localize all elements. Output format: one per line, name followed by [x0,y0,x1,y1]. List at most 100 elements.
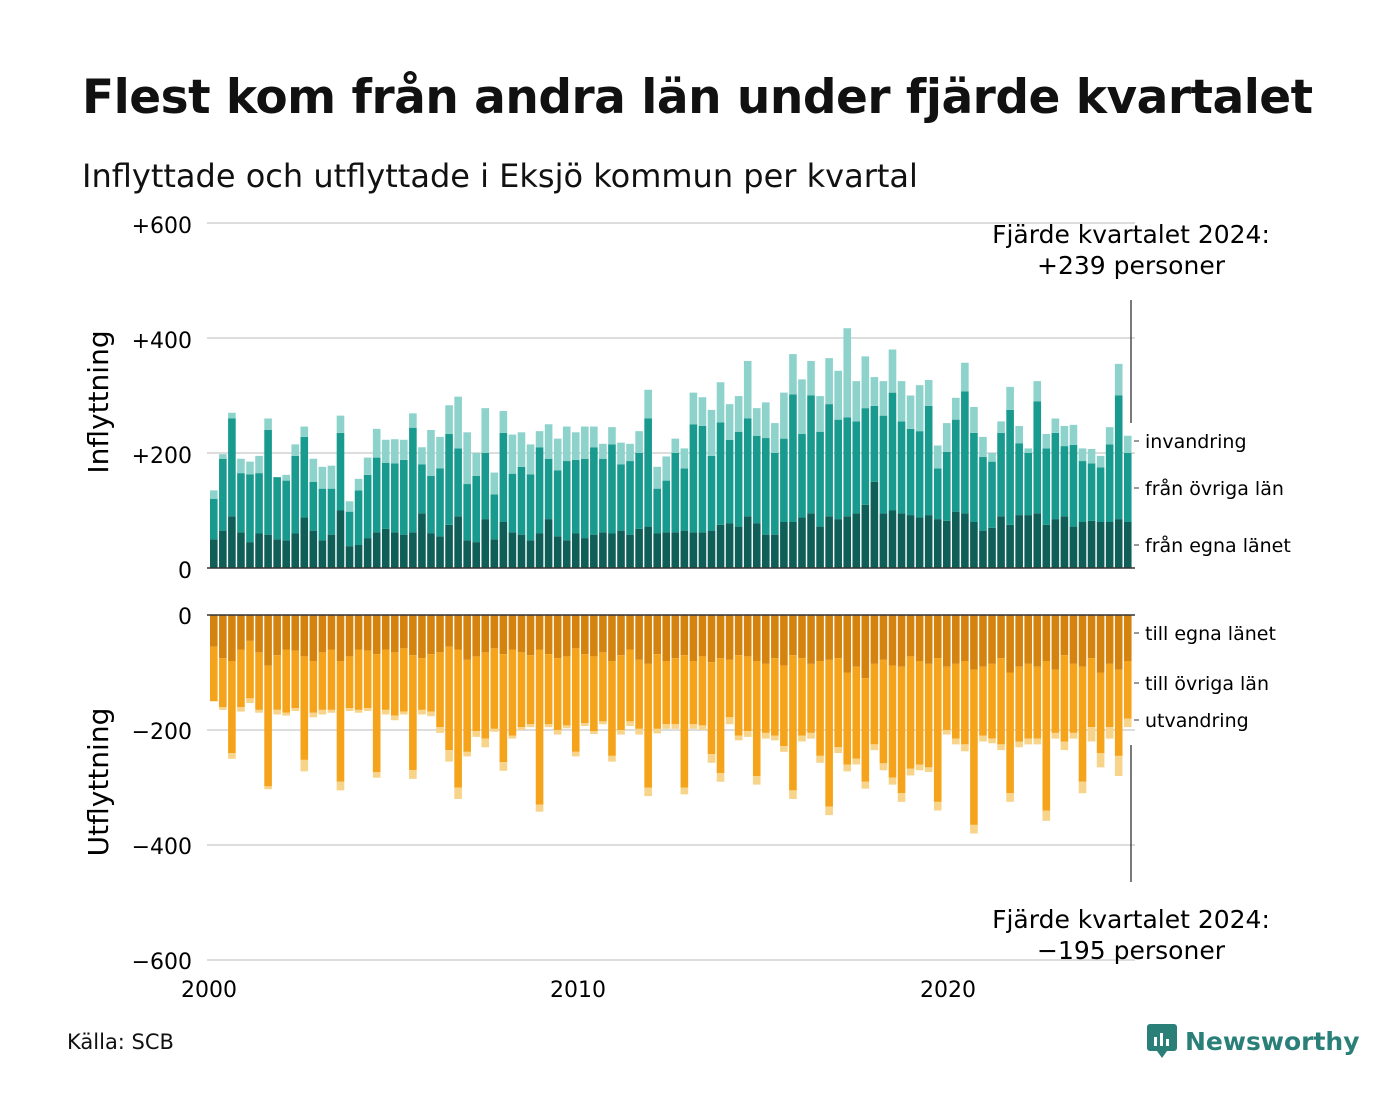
bar-in-invandring [219,454,227,459]
bar-in-ovriga-lan [571,459,580,534]
bar-out-ovriga-lan [508,649,517,736]
bar-out-egna-lanet [210,615,218,647]
bar-out-utvandring [454,787,462,799]
bar-in-ovriga-lan [635,453,643,529]
bar-in-egna-lanet [807,513,815,568]
bar-in-invandring [961,362,969,392]
bar-out-utvandring [734,735,743,741]
bar-out-ovriga-lan [210,646,218,702]
bar-out-utvandring [1087,727,1096,742]
bar-out-utvandring [834,747,842,753]
bar-out-egna-lanet [617,615,625,656]
bar-in-egna-lanet [1051,519,1060,568]
bar-out-utvandring [273,709,281,715]
bar-in-egna-lanet [961,513,969,568]
bar-in-egna-lanet [852,513,861,568]
bar-out-utvandring [372,771,381,778]
bar-in-egna-lanet [255,533,263,568]
bar-in-ovriga-lan [237,473,245,533]
bar-in-invandring [599,443,607,459]
bar-out-utvandring [237,707,245,712]
bar-in-invandring [418,447,426,465]
bar-out-egna-lanet [626,615,634,650]
bar-in-egna-lanet [707,530,716,569]
bar-out-ovriga-lan [517,652,526,728]
bar-out-utvandring [979,735,987,742]
bar-in-invandring [436,436,444,469]
bar-in-invandring [897,381,906,422]
bar-out-ovriga-lan [237,649,245,707]
bar-in-ovriga-lan [771,453,779,535]
bar-in-ovriga-lan [671,453,680,533]
bar-out-ovriga-lan [608,661,616,756]
bar-out-utvandring [644,787,652,797]
bar-in-ovriga-lan [544,458,553,520]
bar-in-ovriga-lan [617,464,625,531]
bar-out-ovriga-lan [291,650,300,709]
bar-out-ovriga-lan [644,663,652,788]
bar-in-egna-lanet [680,530,689,569]
bar-out-ovriga-lan [1114,669,1123,756]
bar-in-ovriga-lan [255,473,263,534]
bar-in-egna-lanet [508,532,517,568]
bar-out-egna-lanet [354,615,363,650]
bar-out-ovriga-lan [879,659,888,764]
bar-out-utvandring [843,764,852,772]
bar-in-egna-lanet [870,481,879,568]
bar-out-ovriga-lan [816,661,824,756]
bar-out-utvandring [1060,741,1069,751]
bar-in-invandring [1078,448,1087,462]
bar-in-invandring [707,409,716,456]
bar-in-egna-lanet [888,510,897,568]
bar-in-invandring [246,461,254,475]
bar-out-egna-lanet [807,615,815,664]
bar-out-ovriga-lan [390,652,399,716]
newsworthy-logo-icon [1147,1024,1177,1058]
bar-out-utvandring [698,725,707,730]
bar-in-ovriga-lan [1033,401,1042,514]
bar-out-ovriga-lan [1060,655,1069,742]
bar-out-ovriga-lan [553,658,562,731]
bar-out-utvandring [472,731,481,737]
bar-in-egna-lanet [526,540,535,568]
bar-in-ovriga-lan [590,447,598,535]
bar-out-egna-lanet [852,615,861,667]
bar-out-ovriga-lan [590,656,598,732]
bar-in-egna-lanet [861,504,870,568]
bar-in-ovriga-lan [789,394,797,522]
bar-out-egna-lanet [743,615,752,657]
bar-in-invandring [508,434,517,474]
bar-in-invandring [228,412,236,419]
bar-in-egna-lanet [427,533,435,568]
bar-in-ovriga-lan [599,458,607,533]
bar-out-egna-lanet [1123,615,1132,661]
bar-in-egna-lanet [400,534,408,568]
bar-out-utvandring [282,712,290,716]
bar-in-invandring [400,439,408,460]
bar-out-egna-lanet [1042,615,1051,661]
bar-in-ovriga-lan [761,438,770,535]
bar-out-ovriga-lan [282,649,290,713]
bar-out-utvandring [571,751,580,757]
bar-out-egna-lanet [219,615,227,659]
bar-in-invandring [409,413,417,428]
bar-in-ovriga-lan [436,468,444,537]
bar-out-ovriga-lan [662,661,671,725]
bar-in-invandring [644,389,652,419]
bar-out-utvandring [490,728,499,732]
bar-out-utvandring [924,767,933,772]
bar-out-utvandring [662,724,671,729]
bar-out-egna-lanet [1024,615,1033,664]
bar-out-utvandring [318,709,327,715]
bar-out-ovriga-lan [526,655,535,725]
bar-in-ovriga-lan [626,461,634,535]
bar-out-egna-lanet [372,615,381,655]
bar-in-ovriga-lan [1015,443,1023,516]
bar-out-egna-lanet [228,615,236,661]
bar-in-ovriga-lan [309,481,318,531]
bar-in-egna-lanet [752,523,761,568]
bar-in-ovriga-lan [418,464,426,514]
bar-in-egna-lanet [499,522,508,568]
bar-out-egna-lanet [553,615,562,659]
